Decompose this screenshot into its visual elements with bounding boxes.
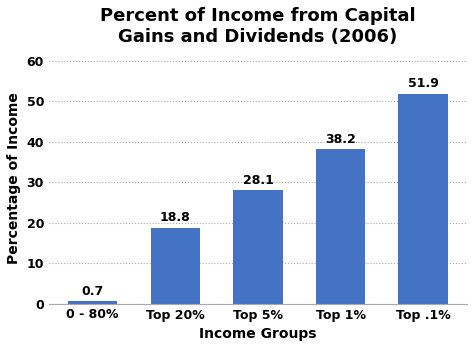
Text: 38.2: 38.2 <box>325 133 356 146</box>
Title: Percent of Income from Capital
Gains and Dividends (2006): Percent of Income from Capital Gains and… <box>100 7 416 46</box>
Bar <box>399 94 448 304</box>
Bar <box>151 228 200 304</box>
Bar <box>233 190 283 304</box>
Y-axis label: Percentage of Income: Percentage of Income <box>7 92 21 264</box>
X-axis label: Income Groups: Income Groups <box>199 327 317 341</box>
Text: 28.1: 28.1 <box>243 174 273 187</box>
Text: 51.9: 51.9 <box>408 78 439 90</box>
Text: 0.7: 0.7 <box>82 285 104 298</box>
Text: 18.8: 18.8 <box>160 211 191 224</box>
Bar <box>68 301 118 304</box>
Bar <box>316 149 365 304</box>
